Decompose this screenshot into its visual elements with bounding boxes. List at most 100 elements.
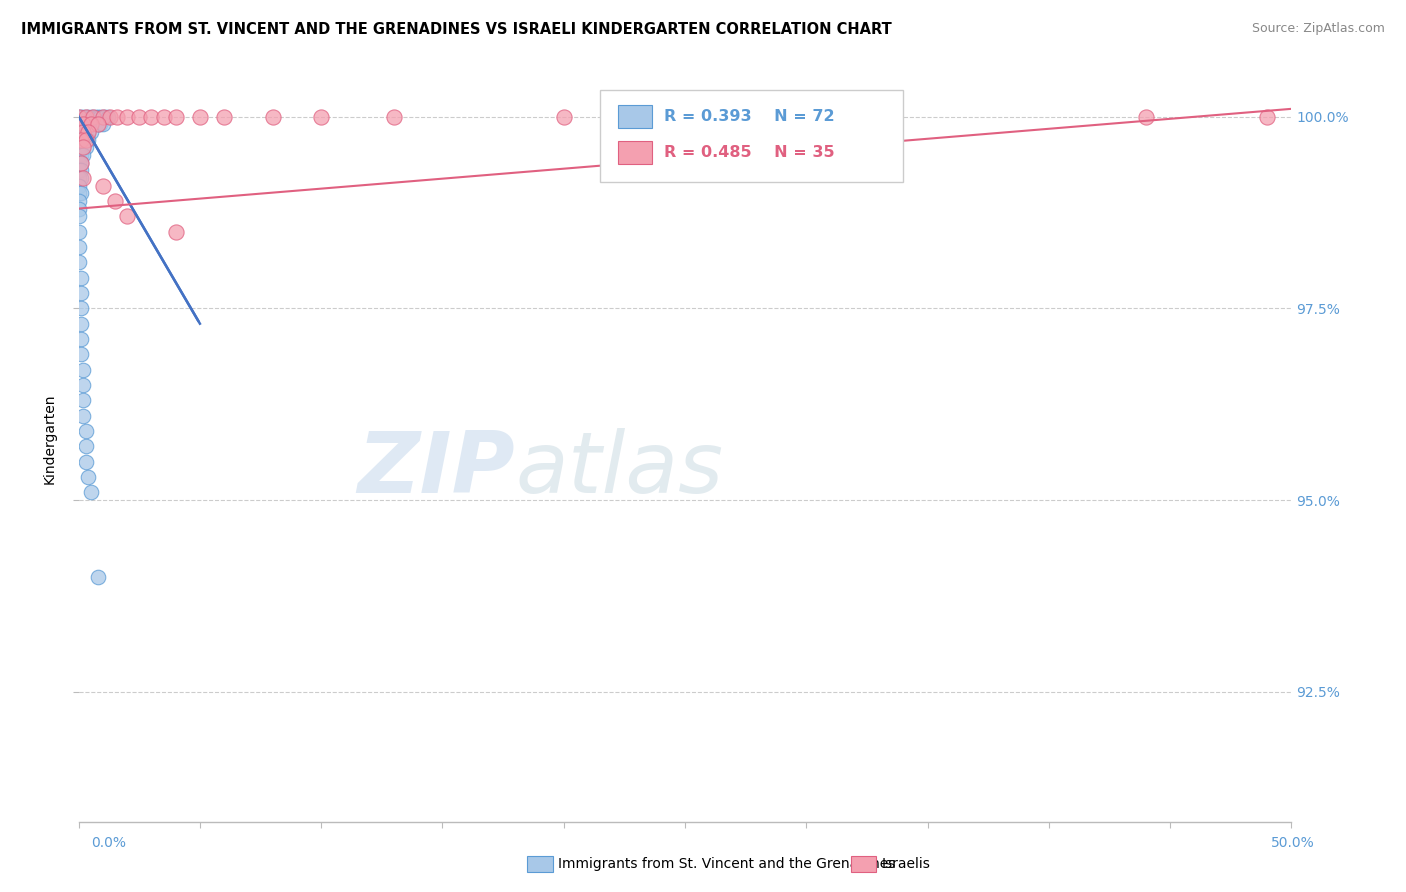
Point — [115, 110, 138, 124]
Point — [75, 117, 97, 131]
Point — [141, 110, 163, 124]
Point — [75, 132, 97, 146]
Point — [128, 110, 150, 124]
Point — [72, 362, 94, 376]
Point — [72, 140, 94, 154]
Point — [70, 140, 93, 154]
Point — [87, 570, 110, 584]
Point — [67, 225, 90, 239]
Point — [115, 209, 138, 223]
Point — [67, 110, 90, 124]
Point — [67, 125, 90, 139]
Point — [72, 378, 94, 392]
Point — [309, 110, 332, 124]
Point — [72, 140, 94, 154]
Point — [67, 163, 90, 178]
Point — [67, 132, 90, 146]
Point — [75, 439, 97, 453]
Point — [82, 110, 104, 124]
Point — [80, 125, 103, 139]
Point — [87, 110, 110, 124]
Point — [70, 163, 93, 178]
Point — [70, 332, 93, 346]
Text: Israelis: Israelis — [882, 857, 931, 871]
Point — [70, 186, 93, 201]
Point — [80, 117, 103, 131]
Point — [188, 110, 211, 124]
Point — [84, 117, 107, 131]
Point — [70, 301, 93, 316]
Point — [72, 125, 94, 139]
Point — [97, 110, 120, 124]
Point — [67, 209, 90, 223]
Point — [75, 110, 97, 124]
Point — [75, 455, 97, 469]
Point — [67, 155, 90, 169]
FancyBboxPatch shape — [600, 90, 903, 182]
Text: Source: ZipAtlas.com: Source: ZipAtlas.com — [1251, 22, 1385, 36]
Point — [67, 255, 90, 269]
Point — [165, 225, 187, 239]
Point — [75, 110, 97, 124]
Text: atlas: atlas — [515, 428, 723, 511]
Point — [77, 132, 100, 146]
Point — [67, 202, 90, 216]
Point — [80, 485, 103, 500]
Point — [72, 117, 94, 131]
Point — [70, 155, 93, 169]
Point — [87, 117, 110, 131]
Point — [91, 178, 114, 193]
Point — [77, 117, 100, 131]
Point — [1256, 110, 1278, 124]
Point — [72, 409, 94, 423]
Text: R = 0.393    N = 72: R = 0.393 N = 72 — [665, 109, 835, 124]
Point — [72, 393, 94, 408]
Point — [98, 110, 121, 124]
Point — [67, 178, 90, 193]
Point — [84, 110, 107, 124]
Point — [72, 170, 94, 185]
Point — [77, 470, 100, 484]
Point — [553, 110, 575, 124]
Point — [75, 140, 97, 154]
Point — [67, 186, 90, 201]
Point — [72, 110, 94, 124]
Point — [67, 240, 90, 254]
Point — [67, 117, 90, 131]
Point — [70, 317, 93, 331]
Point — [70, 117, 93, 131]
Point — [91, 110, 114, 124]
Point — [1135, 110, 1157, 124]
Point — [70, 285, 93, 300]
Point — [80, 117, 103, 131]
Point — [70, 155, 93, 169]
Text: 0.0%: 0.0% — [91, 836, 127, 850]
Point — [70, 170, 93, 185]
Point — [70, 132, 93, 146]
Point — [67, 140, 90, 154]
Point — [382, 110, 405, 124]
Point — [844, 110, 866, 124]
Point — [67, 170, 90, 185]
Point — [70, 110, 93, 124]
Point — [77, 125, 100, 139]
Bar — [619, 105, 652, 128]
Point — [262, 110, 284, 124]
Point — [75, 132, 97, 146]
Y-axis label: Kindergarten: Kindergarten — [44, 393, 58, 484]
Point — [152, 110, 174, 124]
Point — [91, 117, 114, 131]
Point — [80, 110, 103, 124]
Point — [91, 110, 114, 124]
Point — [165, 110, 187, 124]
Point — [89, 110, 111, 124]
Point — [697, 110, 720, 124]
Point — [87, 117, 110, 131]
Point — [70, 125, 93, 139]
Point — [77, 110, 100, 124]
Point — [77, 125, 100, 139]
Point — [67, 110, 90, 124]
Point — [72, 117, 94, 131]
Point — [72, 125, 94, 139]
Point — [89, 117, 111, 131]
